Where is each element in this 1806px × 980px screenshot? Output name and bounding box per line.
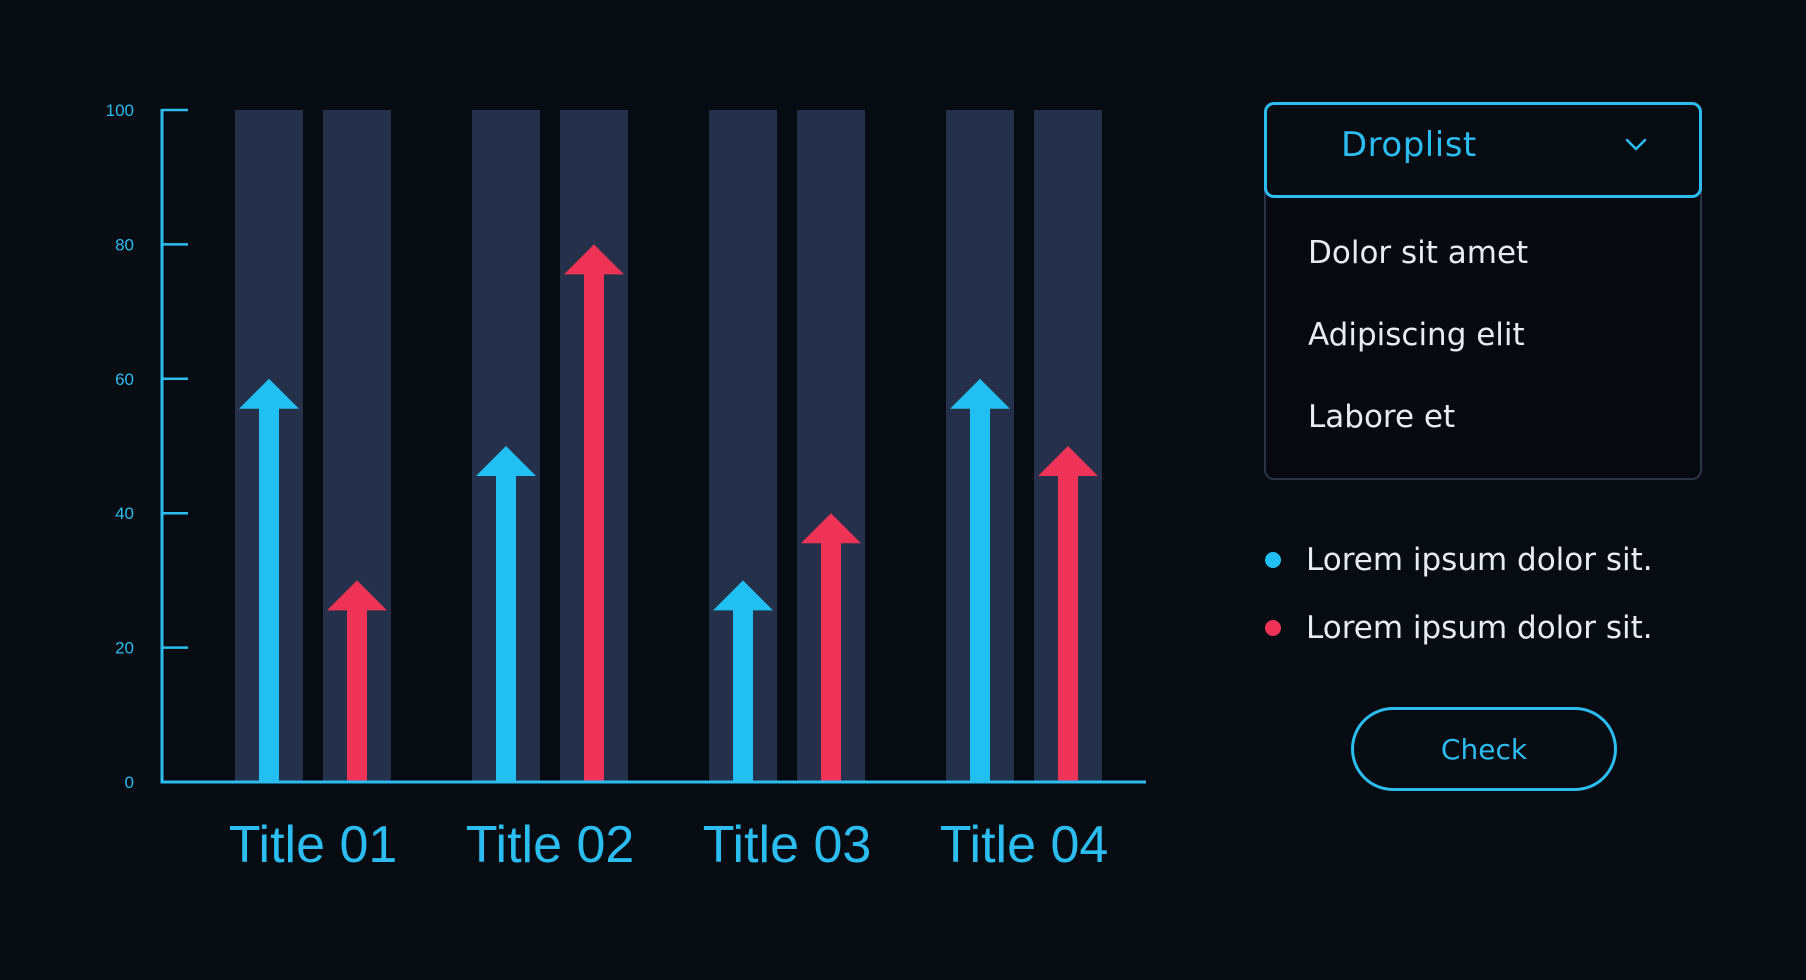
x-tick-label: Title 02 (466, 816, 635, 874)
chart-axes (160, 108, 1146, 784)
y-tick-label: 0 (125, 773, 134, 792)
y-tick-label: 100 (106, 101, 134, 120)
arrow-bar-head (1038, 446, 1098, 476)
arrow-bar-head (564, 244, 624, 275)
x-tick-label: Title 03 (703, 816, 872, 874)
legend-label: Lorem ipsum dolor sit. (1306, 610, 1653, 646)
droplist-option[interactable]: Dolor sit amet (1308, 235, 1529, 271)
droplist-option[interactable]: Labore et (1308, 399, 1456, 435)
arrow-bar-shaft (733, 609, 753, 782)
droplist-toggle[interactable]: Droplist (1264, 102, 1702, 198)
arrow-bar-shaft (347, 609, 367, 782)
droplist-option[interactable]: Adipiscing elit (1308, 317, 1525, 353)
arrow-bar-shaft (1058, 475, 1078, 782)
droplist-title: Droplist (1341, 125, 1477, 165)
arrow-bar-head (476, 446, 536, 476)
y-tick-label: 20 (115, 639, 134, 658)
arrow-bar-shaft (259, 407, 279, 782)
legend-label: Lorem ipsum dolor sit. (1306, 542, 1653, 578)
x-tick-label: Title 04 (940, 816, 1109, 874)
legend-item: Lorem ipsum dolor sit. (1264, 540, 1653, 580)
y-tick-label: 80 (115, 235, 134, 254)
arrow-bar-head (239, 378, 299, 409)
arrow-bar-shaft (496, 475, 516, 782)
arrow-bar-head (950, 378, 1010, 409)
x-tick-label: Title 01 (229, 816, 398, 874)
arrow-bar-shaft (584, 273, 604, 782)
arrow-bar-head (713, 580, 773, 611)
arrow-bar-shaft (970, 407, 990, 782)
legend-item: Lorem ipsum dolor sit. (1264, 608, 1653, 648)
check-button[interactable]: Check (1351, 707, 1617, 791)
y-tick-label: 60 (115, 370, 134, 389)
legend-dot-red (1265, 620, 1281, 636)
arrow-bar-shaft (821, 542, 841, 782)
y-tick-label: 40 (115, 504, 134, 523)
tick-labels: Title 01 Title 02 Title 03 Title 04 0 20 40 60 8… (106, 101, 1109, 874)
data-arrows (239, 244, 1098, 782)
legend-dot-blue (1265, 552, 1281, 568)
arrow-bar-head (327, 580, 387, 611)
chevron-down-icon (1625, 138, 1647, 151)
arrow-bar-head (801, 513, 861, 544)
